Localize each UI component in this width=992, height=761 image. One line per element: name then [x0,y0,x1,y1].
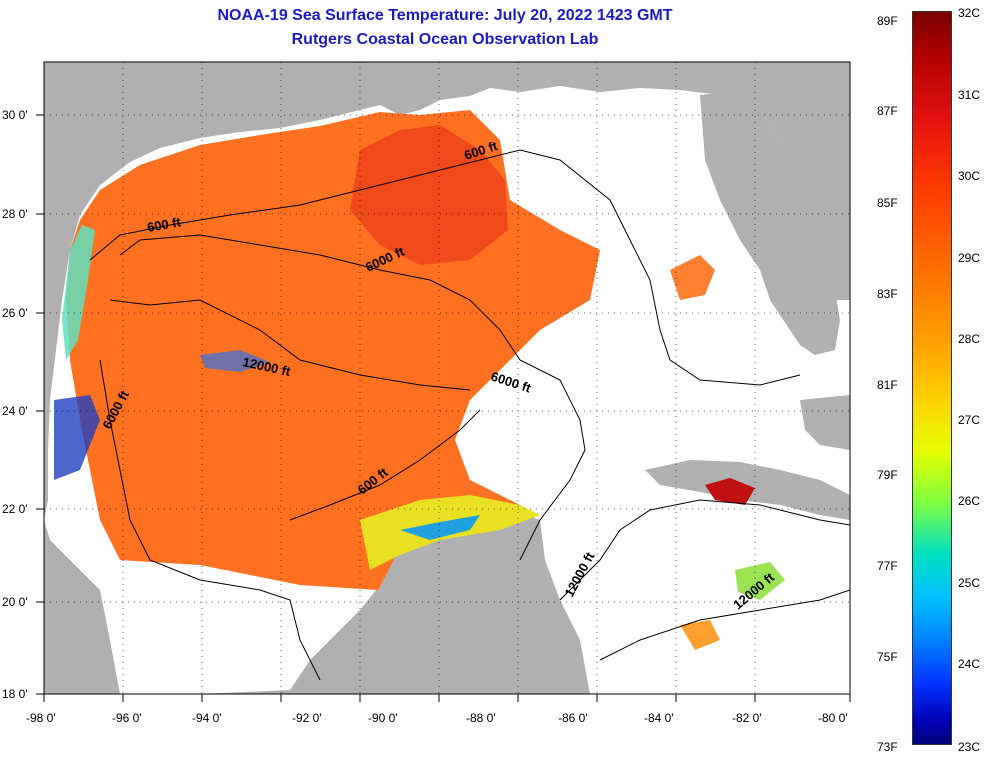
graticule [44,62,850,694]
colorbar-f-label: 75F [877,650,898,664]
lon-tick: -88 0' [466,711,496,725]
map-title: NOAA-19 Sea Surface Temperature: July 20… [217,7,673,24]
longitude-labels: -98 0' -96 0' -94 0' -92 0' -90 0' -88 0… [26,711,848,725]
colorbar-f-label: 79F [877,468,898,482]
lat-tick: 30 0' [2,108,28,122]
colorbar-c-label: 29C [958,251,981,265]
colorbar-c-label: 25C [958,576,981,590]
sst-cuba-hot [705,478,755,505]
lon-tick: -94 0' [192,711,222,725]
lon-tick: -86 0' [558,711,588,725]
sst-caribbean-green [735,562,785,600]
colorbar-c-label: 24C [958,657,981,671]
lon-tick: -84 0' [644,711,674,725]
colorbar-c-label: 31C [958,88,981,102]
lat-tick: 26 0' [2,306,28,320]
lon-tick: -82 0' [732,711,762,725]
sst-florida-patch [670,255,715,300]
colorbar-c-label: 23C [958,740,981,754]
plot-frame [43,61,851,695]
bathymetry-contours [89,149,850,681]
florida-land [700,92,840,355]
lat-tick: 24 0' [2,404,28,418]
sst-blue-patch-2 [200,350,270,372]
lat-tick: 28 0' [2,207,28,221]
lat-tick: 20 0' [2,595,28,609]
sst-cool-coast [62,225,95,360]
caribbean-land [800,395,850,450]
sst-blue-patch-1 [54,395,100,480]
temperature-colorbar [912,11,952,745]
colorbar-f-label: 89F [877,14,898,28]
colorbar-c-label: 30C [958,169,981,183]
tick-marks [36,114,851,702]
colorbar-f-label: 73F [877,740,898,754]
contour-label: 600 ft [146,214,183,235]
map-subtitle: Rutgers Coastal Ocean Observation Lab [291,31,599,48]
colorbar-f-label: 83F [877,287,898,301]
lon-tick: -98 0' [26,711,56,725]
colorbar-c-label: 28C [958,332,981,346]
colorbar-c-label: 27C [958,413,981,427]
sst-hot-region [350,125,508,265]
sst-caribbean-orange [680,620,720,650]
sst-yucatan-cool [400,515,480,540]
lat-tick: 22 0' [2,502,28,516]
latitude-labels: 30 0' 28 0' 26 0' 24 0' 22 0' 20 0' 18 0… [2,108,28,701]
yucatan-land [200,512,590,694]
lon-tick: -92 0' [292,711,322,725]
lon-tick: -90 0' [368,711,398,725]
colorbar-c-label: 26C [958,494,981,508]
colorbar-c-label: 32C [958,6,981,20]
colorbar-f-label: 87F [877,104,898,118]
mexico-land [44,520,120,694]
colorbar-f-label: 85F [877,196,898,210]
lat-tick: 18 0' [2,687,28,701]
lon-tick: -80 0' [818,711,848,725]
lon-tick: -96 0' [112,711,142,725]
us-land [44,62,850,520]
colorbar-f-label: 77F [877,559,898,573]
colorbar-f-label: 81F [877,378,898,392]
